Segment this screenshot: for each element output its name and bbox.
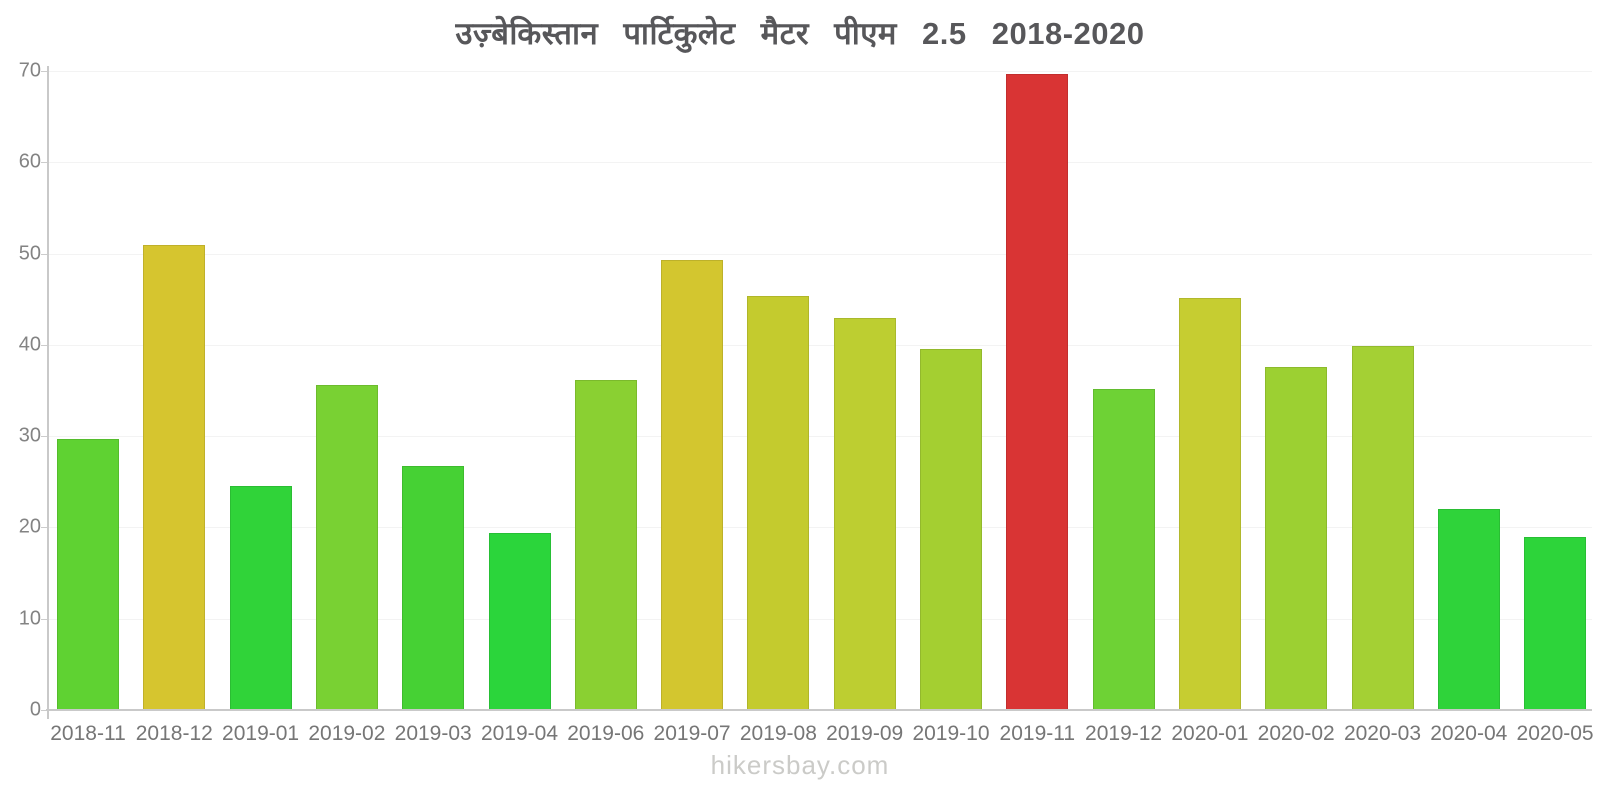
bar-2019-04[interactable] <box>488 532 551 710</box>
x-label-2019-06: 2019-06 <box>567 722 645 745</box>
y-tick-mark <box>41 618 47 620</box>
y-tick-mark <box>41 710 47 711</box>
y-tick-mark <box>41 162 47 164</box>
y-tick-mark <box>41 344 47 346</box>
bar-2020-03[interactable] <box>1351 345 1414 710</box>
bar-2020-02[interactable] <box>1265 366 1328 710</box>
gridline-20 <box>47 527 1592 529</box>
x-label-2019-11: 2019-11 <box>999 722 1076 745</box>
x-label-2020-04: 2020-04 <box>1430 722 1508 745</box>
bar-2019-08[interactable] <box>747 296 810 710</box>
bar-2019-02[interactable] <box>315 385 378 710</box>
y-axis-line <box>47 66 49 719</box>
x-label-2019-09: 2019-09 <box>826 722 904 745</box>
bar-2019-06[interactable] <box>574 379 637 710</box>
gridline-70 <box>47 71 1592 72</box>
y-tick-label-40: 40 <box>18 333 41 356</box>
gridline-30 <box>47 436 1592 438</box>
gridline-60 <box>47 162 1592 164</box>
bar-2019-10[interactable] <box>920 348 982 710</box>
y-tick-label-50: 50 <box>18 242 41 265</box>
x-label-2018-12: 2018-12 <box>135 722 213 745</box>
x-axis-line <box>46 709 1592 711</box>
gridline-40 <box>47 344 1592 346</box>
x-label-2020-02: 2020-02 <box>1257 722 1335 745</box>
bar-2020-05[interactable] <box>1524 536 1587 710</box>
bar-2018-11[interactable] <box>57 438 119 710</box>
gridline-50 <box>47 253 1592 255</box>
x-label-2019-07: 2019-07 <box>653 722 731 745</box>
y-tick-mark <box>41 527 47 529</box>
x-label-2019-08: 2019-08 <box>739 722 817 745</box>
x-label-2019-10: 2019-10 <box>912 722 990 745</box>
x-label-2020-05: 2020-05 <box>1516 722 1594 745</box>
watermark: hikersbay.com <box>710 750 890 780</box>
x-label-2019-02: 2019-02 <box>308 722 386 745</box>
bar-2019-09[interactable] <box>833 318 896 710</box>
bar-2019-12[interactable] <box>1092 388 1155 710</box>
x-label-2019-01: 2019-01 <box>222 722 300 745</box>
y-tick-label-70: 70 <box>18 59 41 82</box>
chart-title: उज़्बेकिस्तान पार्टिकुलेट मैटर पीएम 2.5 … <box>455 16 1145 51</box>
y-tick-label-20: 20 <box>18 515 41 538</box>
y-tick-mark <box>41 436 47 438</box>
x-label-2019-04: 2019-04 <box>480 722 559 745</box>
bar-2019-11[interactable] <box>1006 73 1069 710</box>
y-tick-mark <box>41 71 47 72</box>
y-tick-mark <box>41 253 47 255</box>
bar-2019-03[interactable] <box>402 466 465 710</box>
bar-2019-01[interactable] <box>229 486 292 710</box>
x-label-2020-01: 2020-01 <box>1171 722 1249 745</box>
gridline-10 <box>47 618 1592 620</box>
bar-2020-01[interactable] <box>1178 298 1241 710</box>
y-tick-label-30: 30 <box>18 424 41 447</box>
x-label-2019-12: 2019-12 <box>1085 722 1163 745</box>
x-label-2020-03: 2020-03 <box>1343 722 1422 745</box>
bar-2019-07[interactable] <box>661 259 724 710</box>
x-label-2019-03: 2019-03 <box>394 722 472 745</box>
x-label-2018-11: 2018-11 <box>50 722 126 745</box>
y-tick-label-60: 60 <box>18 150 41 173</box>
y-tick-label-0: 0 <box>29 698 41 721</box>
bar-2018-12[interactable] <box>143 245 206 710</box>
y-tick-label-10: 10 <box>18 607 41 630</box>
bar-2020-04[interactable] <box>1437 509 1500 710</box>
